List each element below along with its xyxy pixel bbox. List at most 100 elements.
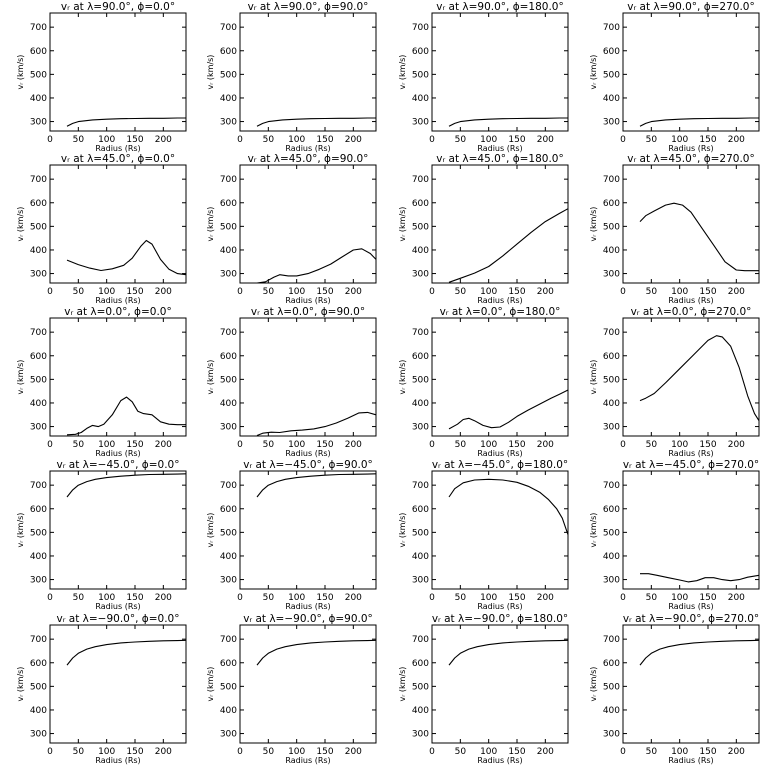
x-tick-label: 0 <box>47 593 53 603</box>
x-tick-label: 150 <box>508 135 525 145</box>
series-line <box>66 239 187 276</box>
x-tick-label: 150 <box>316 747 333 757</box>
x-axis-label: Radius (Rs) <box>477 296 522 305</box>
series-line <box>448 208 569 283</box>
x-tick-label: 150 <box>316 287 333 297</box>
y-tick-label: 600 <box>30 659 47 669</box>
plot-frame <box>431 12 569 132</box>
x-tick-label: 200 <box>345 593 362 603</box>
x-tick-label: 150 <box>316 135 333 145</box>
x-tick-label: 150 <box>508 593 525 603</box>
y-tick-label: 300 <box>220 423 237 433</box>
y-tick-label: 500 <box>30 222 47 232</box>
plot-frame <box>431 317 569 437</box>
x-tick-label: 150 <box>126 747 143 757</box>
x-tick-label: 100 <box>480 747 497 757</box>
y-tick-label: 600 <box>220 47 237 57</box>
series-line <box>256 639 377 666</box>
x-tick-label: 200 <box>537 747 554 757</box>
series-line <box>448 117 568 127</box>
y-tick-label: 700 <box>412 23 429 33</box>
y-tick-label: 400 <box>412 552 429 562</box>
x-tick-label: 150 <box>508 287 525 297</box>
y-tick-label: 500 <box>220 222 237 232</box>
y-tick-label: 600 <box>220 199 237 209</box>
x-tick-label: 0 <box>47 440 53 450</box>
y-tick-label: 700 <box>412 481 429 491</box>
x-tick-label: 50 <box>73 440 85 450</box>
y-tick-label: 300 <box>603 730 620 740</box>
y-tick-label: 700 <box>603 175 620 185</box>
y-tick-label: 500 <box>30 375 47 385</box>
y-tick-label: 300 <box>220 270 237 280</box>
y-tick-label: 700 <box>412 175 429 185</box>
chart-title: vᵣ at λ=45.0°, ϕ=90.0° <box>248 153 369 165</box>
y-tick-label: 300 <box>603 576 620 586</box>
plot-frame <box>239 624 377 744</box>
x-tick-label: 0 <box>237 135 243 145</box>
chart-panel: vᵣ at λ=90.0°, ϕ=180.0° 0 50 100 150 200 300 40… <box>398 1 569 153</box>
x-tick-label: 0 <box>620 747 626 757</box>
x-tick-label: 100 <box>98 440 115 450</box>
x-tick-label: 0 <box>620 440 626 450</box>
series-line <box>639 639 760 666</box>
y-tick-label: 500 <box>30 682 47 692</box>
x-tick-label: 50 <box>455 287 467 297</box>
y-tick-label: 300 <box>412 423 429 433</box>
chart-title: vᵣ at λ=90.0°, ϕ=0.0° <box>61 1 175 13</box>
y-tick-label: 600 <box>603 47 620 57</box>
x-tick-label: 100 <box>288 135 305 145</box>
x-tick-label: 0 <box>429 287 435 297</box>
y-axis-label: vᵣ (km/s) <box>398 667 407 702</box>
y-tick-label: 400 <box>30 399 47 409</box>
chart-panel: vᵣ at λ=0.0°, ϕ=90.0° 0 50 100 150 200 300 400 5… <box>206 306 377 458</box>
y-tick-label: 300 <box>30 118 47 128</box>
plot-frame <box>431 164 569 284</box>
y-axis-label: vᵣ (km/s) <box>398 360 407 395</box>
y-tick-label: 400 <box>412 706 429 716</box>
y-tick-label: 400 <box>603 94 620 104</box>
x-tick-label: 100 <box>288 287 305 297</box>
x-tick-label: 200 <box>728 593 745 603</box>
plot-frame <box>49 12 187 132</box>
y-tick-label: 500 <box>220 682 237 692</box>
y-tick-label: 600 <box>220 505 237 515</box>
chart-title: vᵣ at λ=−90.0°, ϕ=180.0° <box>432 613 568 625</box>
x-tick-label: 100 <box>671 135 688 145</box>
y-tick-label: 400 <box>412 399 429 409</box>
series-line <box>256 411 377 437</box>
y-tick-label: 600 <box>603 199 620 209</box>
series-line <box>448 478 569 535</box>
chart-title: vᵣ at λ=−90.0°, ϕ=0.0° <box>57 613 180 625</box>
x-tick-label: 0 <box>429 440 435 450</box>
y-axis-label: vᵣ (km/s) <box>206 55 215 90</box>
x-tick-label: 50 <box>646 287 658 297</box>
series-line <box>639 335 760 421</box>
x-tick-label: 100 <box>288 593 305 603</box>
x-tick-label: 200 <box>537 440 554 450</box>
x-axis-label: Radius (Rs) <box>95 756 140 765</box>
y-tick-label: 700 <box>30 23 47 33</box>
y-tick-label: 400 <box>603 399 620 409</box>
x-tick-label: 100 <box>671 593 688 603</box>
y-tick-label: 700 <box>603 635 620 645</box>
x-tick-label: 150 <box>699 440 716 450</box>
chart-title: vᵣ at λ=−45.0°, ϕ=270.0° <box>623 459 759 471</box>
x-tick-label: 0 <box>237 287 243 297</box>
x-tick-label: 100 <box>98 747 115 757</box>
plot-frame <box>239 470 377 590</box>
x-axis-label: Radius (Rs) <box>477 144 522 153</box>
y-tick-label: 700 <box>412 328 429 338</box>
y-tick-label: 400 <box>603 246 620 256</box>
chart-title: vᵣ at λ=45.0°, ϕ=270.0° <box>627 153 755 165</box>
x-tick-label: 200 <box>728 135 745 145</box>
x-tick-label: 100 <box>480 440 497 450</box>
y-tick-label: 600 <box>220 659 237 669</box>
plot-frame <box>239 164 377 284</box>
x-tick-label: 200 <box>728 287 745 297</box>
x-tick-label: 50 <box>73 287 85 297</box>
x-tick-label: 200 <box>155 440 172 450</box>
x-tick-label: 50 <box>263 440 275 450</box>
series-line <box>640 573 760 583</box>
y-tick-label: 400 <box>30 246 47 256</box>
